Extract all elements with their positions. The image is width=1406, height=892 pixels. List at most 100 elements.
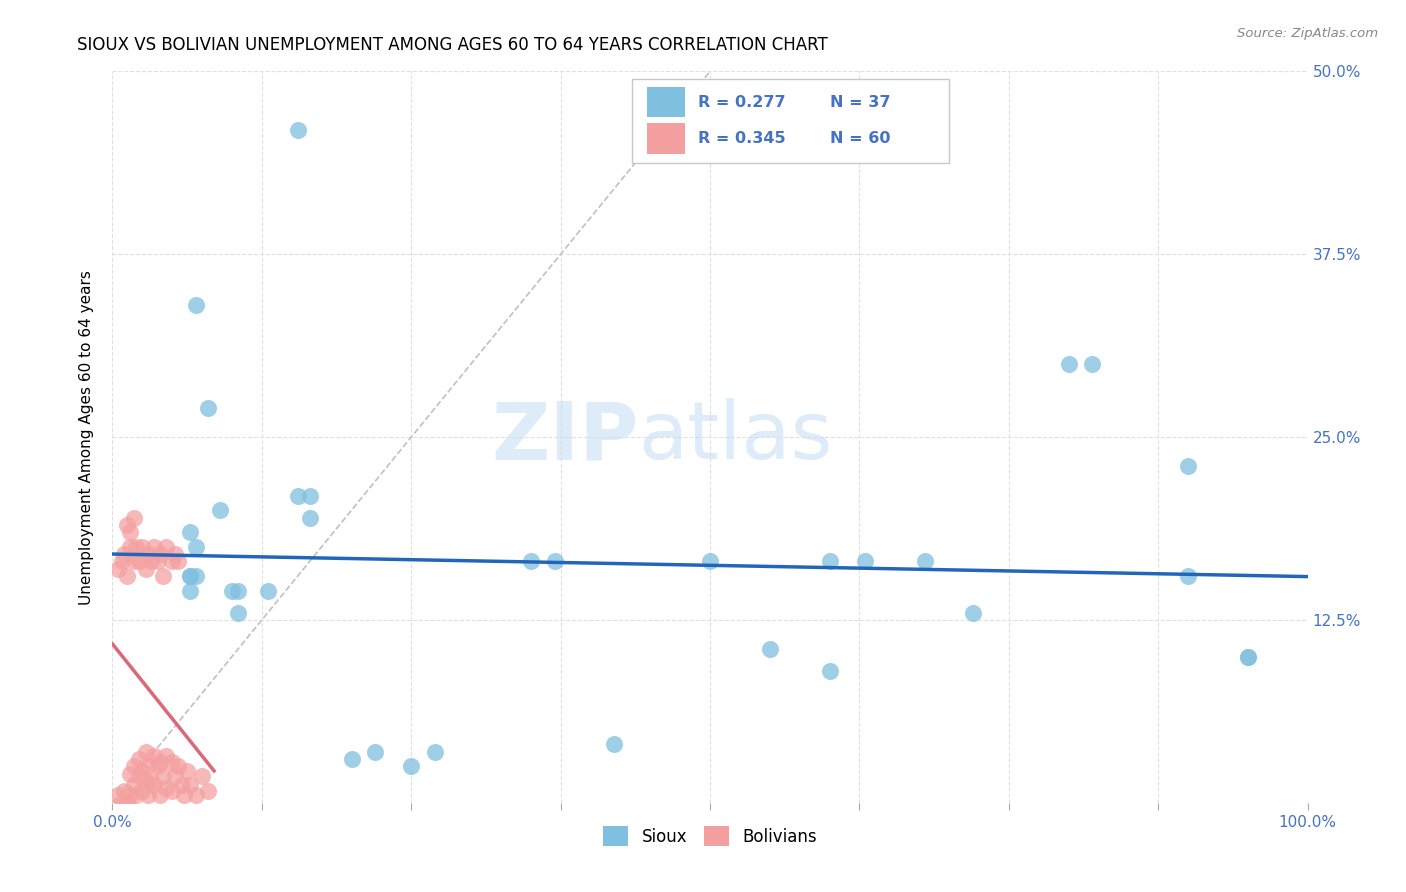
FancyBboxPatch shape xyxy=(633,78,949,163)
Point xyxy=(197,784,219,798)
Point xyxy=(115,796,138,810)
Point xyxy=(128,554,150,568)
Point xyxy=(155,540,177,554)
Point xyxy=(122,778,145,792)
Point xyxy=(138,759,160,773)
Point xyxy=(759,642,782,657)
Point xyxy=(699,554,721,568)
Point xyxy=(107,789,129,803)
Point xyxy=(152,769,174,783)
Point xyxy=(163,769,186,783)
Point xyxy=(179,778,201,792)
Point xyxy=(120,766,142,780)
Point xyxy=(287,123,309,137)
Point xyxy=(257,583,280,598)
Point xyxy=(1057,357,1080,371)
Point xyxy=(1237,649,1260,664)
FancyBboxPatch shape xyxy=(647,87,685,118)
Point xyxy=(139,554,162,568)
Point xyxy=(425,745,447,759)
Point xyxy=(111,796,134,810)
Point xyxy=(226,583,249,598)
Point xyxy=(298,510,321,524)
Point xyxy=(287,489,309,503)
Point xyxy=(401,759,423,773)
Point xyxy=(125,789,148,803)
Point xyxy=(125,540,148,554)
Point xyxy=(543,554,565,568)
Point xyxy=(155,749,177,764)
Point xyxy=(149,547,172,561)
Point xyxy=(135,745,157,759)
FancyBboxPatch shape xyxy=(647,123,685,154)
Point xyxy=(162,554,183,568)
Point xyxy=(179,569,201,583)
Point xyxy=(855,554,877,568)
Point xyxy=(340,752,363,766)
Text: ZIP: ZIP xyxy=(491,398,638,476)
Point xyxy=(122,759,145,773)
Point xyxy=(209,503,232,517)
Point xyxy=(139,773,162,788)
Point xyxy=(152,569,174,583)
Legend: Sioux, Bolivians: Sioux, Bolivians xyxy=(596,820,824,853)
Point xyxy=(114,547,135,561)
Point xyxy=(186,298,208,312)
Point xyxy=(120,789,142,803)
Point xyxy=(364,745,387,759)
Point xyxy=(176,764,198,778)
Point xyxy=(149,789,172,803)
Point xyxy=(131,784,153,798)
Point xyxy=(179,525,201,540)
Point xyxy=(1177,459,1199,474)
Point xyxy=(135,562,157,576)
Point xyxy=(170,778,193,792)
Point xyxy=(520,554,543,568)
Point xyxy=(173,789,195,803)
Point xyxy=(818,664,841,678)
Point xyxy=(1177,569,1199,583)
Point xyxy=(120,525,142,540)
Text: Source: ZipAtlas.com: Source: ZipAtlas.com xyxy=(1237,27,1378,40)
Point xyxy=(138,789,160,803)
Point xyxy=(167,554,190,568)
Text: N = 37: N = 37 xyxy=(830,95,890,110)
Point xyxy=(131,764,153,778)
Point xyxy=(221,583,243,598)
Point xyxy=(298,489,321,503)
Text: SIOUX VS BOLIVIAN UNEMPLOYMENT AMONG AGES 60 TO 64 YEARS CORRELATION CHART: SIOUX VS BOLIVIAN UNEMPLOYMENT AMONG AGE… xyxy=(77,36,828,54)
Point xyxy=(122,510,145,524)
Point xyxy=(155,781,177,796)
Point xyxy=(1081,357,1104,371)
Point xyxy=(131,540,153,554)
Point xyxy=(191,769,214,783)
Point xyxy=(163,547,186,561)
Point xyxy=(146,759,169,773)
Point xyxy=(186,789,208,803)
Point xyxy=(146,554,169,568)
Text: atlas: atlas xyxy=(638,398,832,476)
Point xyxy=(818,554,841,568)
Point xyxy=(138,547,160,561)
Point xyxy=(143,749,166,764)
Point xyxy=(167,759,190,773)
Point xyxy=(111,554,134,568)
Point xyxy=(115,517,138,532)
Point xyxy=(962,606,984,620)
Point xyxy=(226,606,249,620)
Point xyxy=(149,755,172,769)
Point xyxy=(135,773,157,788)
Point xyxy=(128,769,150,783)
Point xyxy=(107,562,129,576)
Point xyxy=(143,778,166,792)
Point xyxy=(162,755,183,769)
Y-axis label: Unemployment Among Ages 60 to 64 years: Unemployment Among Ages 60 to 64 years xyxy=(79,269,94,605)
Point xyxy=(1237,649,1260,664)
Point xyxy=(120,540,142,554)
Point xyxy=(114,784,135,798)
Text: N = 60: N = 60 xyxy=(830,131,890,146)
Point xyxy=(186,569,208,583)
Point xyxy=(128,752,150,766)
Text: R = 0.345: R = 0.345 xyxy=(699,131,786,146)
Point xyxy=(179,583,201,598)
